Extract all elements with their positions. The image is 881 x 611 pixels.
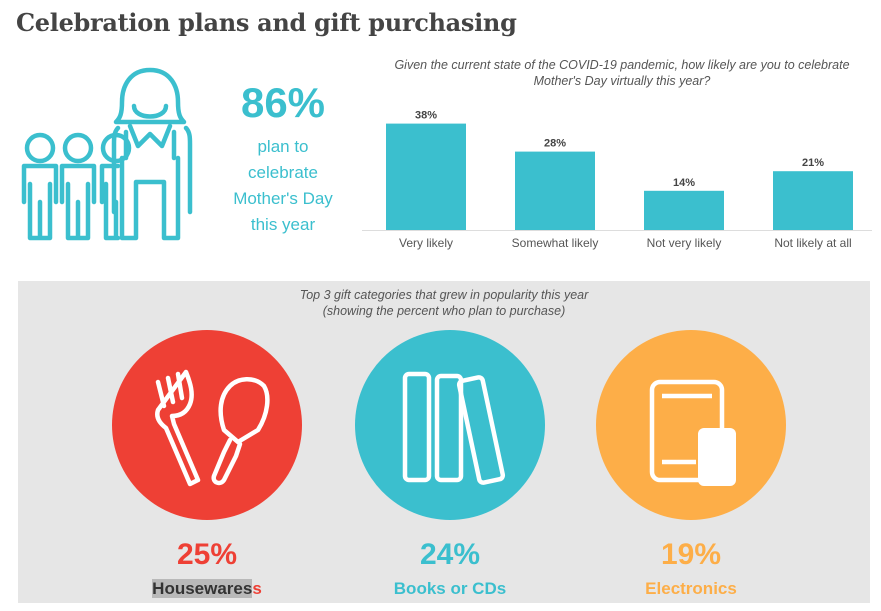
gift-label: Electronics <box>645 579 737 598</box>
gift-label: Books or CDs <box>393 579 507 598</box>
books-icon <box>355 330 545 520</box>
tablet-and-phone-icon <box>596 330 786 520</box>
chart-title: Given the current state of the COVID-19 … <box>394 58 850 88</box>
gift-label-tail: s <box>252 579 262 598</box>
bar <box>773 171 853 230</box>
gift-percent: 19% <box>660 538 722 571</box>
gift-label: Housewaress <box>112 578 302 600</box>
gift-books: 24% Books or CDs <box>355 330 545 600</box>
x-tick-label: Not likely at all <box>774 236 851 250</box>
x-tick-label: Not very likely <box>647 236 722 250</box>
gift-electronics: 19% Electronics <box>596 330 786 600</box>
gift-label-highlight: Housewares <box>152 579 253 598</box>
gift-housewares: 25% Housewaress <box>112 330 302 600</box>
hero-caption-line: Mother's Day <box>233 189 333 208</box>
x-tick-label: Somewhat likely <box>512 236 599 250</box>
bar <box>644 190 724 230</box>
bar-value-label: 21% <box>802 157 824 169</box>
fork-and-trowel-icon <box>112 330 302 520</box>
hero-caption-line: this year <box>250 215 316 234</box>
gift-question-line: Top 3 gift categories that grew in popul… <box>299 288 589 302</box>
hero-percent: 86% <box>240 79 326 126</box>
family-people-icon <box>21 67 193 241</box>
bar-chart: 38% Very likely 28% Somewhat likely 14% Not v… <box>362 110 872 250</box>
bar-value-label: 14% <box>673 177 695 189</box>
gift-percent: 25% <box>176 538 238 571</box>
bar <box>386 123 466 230</box>
bar <box>515 151 595 230</box>
page-title: Celebration plans and gift purchasing <box>16 8 517 37</box>
gift-categories-panel: Top 3 gift categories that grew in popul… <box>18 281 870 603</box>
hero-caption-line: plan to <box>257 137 309 156</box>
gift-percent: 24% <box>419 538 481 571</box>
hero-caption: plan to celebrate Mother's Day this year <box>208 134 358 238</box>
bar-value-label: 38% <box>415 110 437 122</box>
gift-question: Top 3 gift categories that grew in popul… <box>18 287 870 319</box>
hero-stat: 86% plan to celebrate Mother's Day this … <box>18 62 348 252</box>
hero-caption-line: celebrate <box>248 163 318 182</box>
gift-question-line: (showing the percent who plan to purchas… <box>322 304 566 318</box>
bar-value-label: 28% <box>544 138 566 150</box>
x-tick-label: Very likely <box>399 236 453 250</box>
